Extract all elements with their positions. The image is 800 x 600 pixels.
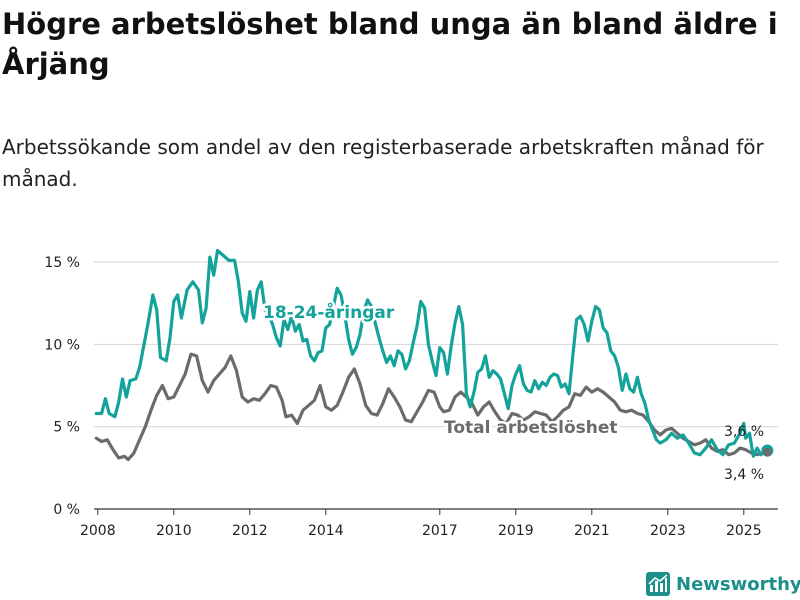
x-tick-label: 2025	[726, 523, 762, 539]
series-line-total	[94, 352, 769, 462]
end-marker-total	[762, 447, 772, 457]
series-label-youth: 18-24-åringar	[263, 301, 395, 323]
chart-title: Högre arbetslöshet bland unga än bland ä…	[2, 7, 778, 81]
x-axis: 2008 2010 2012 2014 2017 2019 2021 2023 2025	[80, 509, 762, 539]
brand-name: Newsworthy	[676, 573, 800, 595]
x-tick-label: 2019	[498, 523, 534, 539]
newsworthy-logo[interactable]: Newsworthy	[646, 571, 800, 597]
x-tick-label: 2012	[232, 523, 268, 539]
y-tick-label: 5 %	[53, 420, 80, 436]
x-tick-label: 2010	[156, 523, 192, 539]
series-labels: 3,6 %3,4 %18-24-åringar18-24-åringarTota…	[261, 299, 774, 483]
y-tick-label: 0 %	[53, 502, 80, 518]
grid-lines	[94, 261, 778, 510]
chart-subtitle: Arbetssökande som andel av den registerb…	[2, 135, 764, 191]
x-tick-label: 2023	[650, 523, 686, 539]
series-label-total: Total arbetslöshet	[444, 418, 618, 438]
series-label-total-halo: Total arbetslöshet	[444, 418, 618, 438]
series-lines	[94, 248, 769, 462]
y-tick-label: 10 %	[44, 337, 80, 353]
series-line-youth	[94, 248, 769, 458]
bar-chart-logo-icon	[646, 572, 670, 596]
end-label-total: 3,4 %	[724, 467, 764, 483]
end-label-youth: 3,6 %	[724, 424, 764, 440]
y-tick-label: 15 %	[44, 255, 80, 271]
x-tick-label: 2017	[422, 523, 458, 539]
x-tick-label: 2008	[80, 523, 116, 539]
y-axis: 0 % 5 % 10 % 15 %	[44, 255, 80, 518]
x-tick-label: 2021	[574, 523, 610, 539]
x-tick-label: 2014	[308, 523, 344, 539]
series-label-youth-halo: 18-24-åringar	[263, 301, 395, 323]
